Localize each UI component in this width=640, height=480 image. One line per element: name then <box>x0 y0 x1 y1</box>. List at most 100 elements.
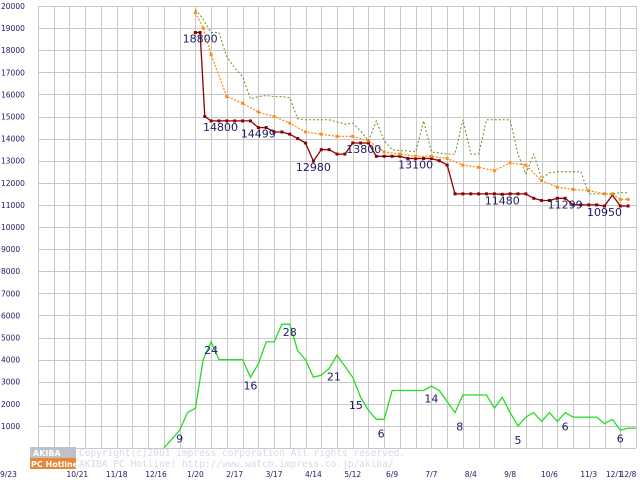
series-point-1 <box>288 121 292 125</box>
y-tick-label: 7000 <box>1 289 20 298</box>
series-point-0 <box>272 130 276 134</box>
y-tick-label: 8000 <box>1 267 20 276</box>
series-point-0 <box>485 192 488 196</box>
series-point-1 <box>382 150 386 154</box>
data-label: 6 <box>617 432 624 445</box>
series-point-0 <box>209 119 213 123</box>
series-point-1 <box>618 197 622 201</box>
y-tick-label: 16000 <box>1 90 25 99</box>
series-point-1 <box>351 134 355 138</box>
series-point-1 <box>445 156 449 160</box>
series-lines <box>163 8 636 449</box>
y-tick-label: 14000 <box>1 135 25 144</box>
series-point-1 <box>398 152 402 156</box>
series-point-0 <box>382 154 386 158</box>
x-tick-label: 11/18 <box>106 470 128 479</box>
series-point-0 <box>500 192 504 196</box>
data-label: 8 <box>456 421 463 434</box>
series-point-1 <box>209 53 213 57</box>
y-tick-label: 12000 <box>1 179 25 188</box>
series-point-0 <box>547 198 551 202</box>
series-point-0 <box>359 141 363 145</box>
url-line: AKIBA PC Hotline! http://www.watch.impre… <box>79 459 394 470</box>
x-tick-label: 9/23 <box>0 470 17 479</box>
series-point-1 <box>304 130 308 134</box>
data-label: 21 <box>327 370 341 383</box>
series-point-1 <box>492 169 496 173</box>
data-label: 24 <box>204 344 218 357</box>
series-point-0 <box>453 192 457 196</box>
series-point-1 <box>272 115 276 118</box>
series-point-0 <box>351 141 355 145</box>
akiba-logo-bottom <box>30 458 76 469</box>
series-point-0 <box>532 196 536 200</box>
series-point-1 <box>524 163 528 167</box>
series-point-0 <box>469 192 473 196</box>
y-tick-label: 5000 <box>1 334 20 343</box>
x-tick-label: 7/7 <box>425 470 437 479</box>
y-tick-label: 17000 <box>1 68 25 77</box>
series-point-0 <box>445 163 449 167</box>
series-point-0 <box>203 115 207 118</box>
series-point-0 <box>414 156 418 160</box>
series-point-0 <box>233 119 237 123</box>
series-point-1 <box>414 154 418 158</box>
series-point-1 <box>626 197 630 201</box>
series-point-0 <box>304 141 308 145</box>
series-point-0 <box>374 154 378 158</box>
data-label: 16 <box>243 379 257 392</box>
data-label: 6 <box>562 421 569 434</box>
data-label: 13100 <box>398 158 433 171</box>
x-tick-label: 2/17 <box>226 470 243 479</box>
series-line-3 <box>163 323 636 449</box>
series-point-0 <box>390 154 394 158</box>
series-point-0 <box>563 196 567 200</box>
series-point-0 <box>248 119 252 123</box>
series-point-0 <box>264 126 268 130</box>
series-point-0 <box>225 119 229 123</box>
series-point-0 <box>398 154 402 158</box>
y-tick-label: 4000 <box>1 356 20 365</box>
series-point-1 <box>193 11 197 15</box>
series-point-0 <box>343 152 347 156</box>
y-tick-label: 6000 <box>1 311 20 320</box>
series-point-1 <box>319 132 323 136</box>
data-label: 14499 <box>241 128 276 141</box>
series-point-1 <box>555 185 559 189</box>
series-point-0 <box>366 141 370 145</box>
y-tick-label: 1000 <box>1 422 20 431</box>
series-point-0 <box>626 204 630 208</box>
series-point-1 <box>461 163 465 167</box>
logo-text-top: AKIBA <box>33 449 61 458</box>
data-label: 10950 <box>587 206 622 219</box>
series-point-0 <box>198 31 202 35</box>
series-point-0 <box>508 192 512 196</box>
x-tick-label: 10/21 <box>67 470 89 479</box>
series-point-0 <box>288 132 292 136</box>
series-point-0 <box>540 198 544 202</box>
x-tick-label: 1/20 <box>187 470 204 479</box>
x-tick-label: 12/8 <box>620 470 637 479</box>
series-point-0 <box>256 126 260 130</box>
series-point-0 <box>193 31 197 35</box>
y-tick-label: 11000 <box>1 201 25 210</box>
data-label: 14 <box>424 393 438 406</box>
x-tick-label: 6/9 <box>386 470 398 479</box>
series-point-0 <box>618 204 622 208</box>
y-tick-label: 19000 <box>1 24 25 33</box>
grid <box>38 6 637 449</box>
copyright-watermark: AKIBA PC Hotline! Copyright(c)2001 impre… <box>30 447 405 470</box>
series-point-0 <box>296 137 300 141</box>
y-tick-label: 3000 <box>1 378 20 387</box>
series-point-0 <box>406 156 410 160</box>
data-label: 11480 <box>485 194 520 207</box>
x-tick-label: 3/17 <box>266 470 283 479</box>
series-point-0 <box>461 192 465 196</box>
series-point-1 <box>603 192 607 196</box>
logo-text-bottom: PC Hotline! <box>31 460 82 469</box>
x-tick-label: 11/3 <box>580 470 597 479</box>
series-point-0 <box>437 159 441 163</box>
x-tick-label: 8/4 <box>465 470 477 479</box>
series-point-1 <box>335 134 339 138</box>
